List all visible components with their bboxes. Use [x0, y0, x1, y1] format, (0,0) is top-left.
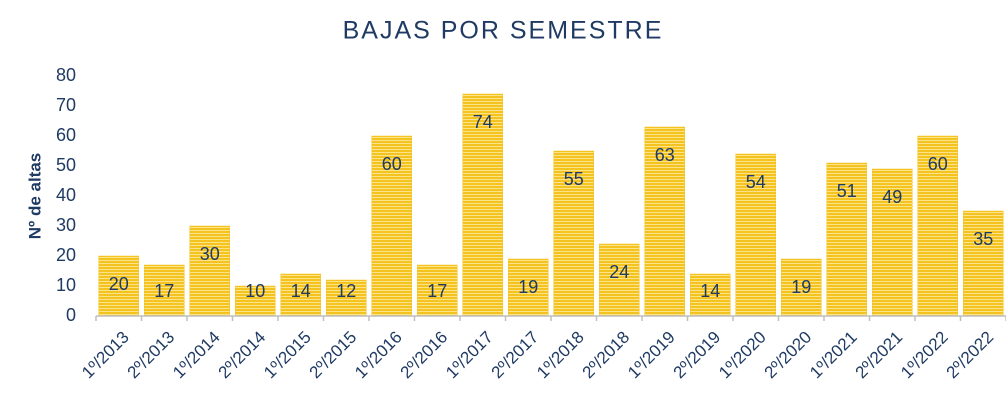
- x-tick-label: 2º/2016: [397, 328, 452, 383]
- x-tick-label: 1º/2020: [715, 328, 770, 383]
- x-tick-label: 2º/2021: [852, 328, 907, 383]
- y-tick-label: 70: [56, 95, 76, 115]
- data-label: 14: [291, 281, 311, 301]
- x-tick-label: 1º/2017: [442, 328, 497, 383]
- bar: [371, 135, 412, 317]
- chart-title: BAJAS POR SEMESTRE: [343, 17, 664, 45]
- y-tick-label: 50: [56, 155, 76, 175]
- data-label: 51: [837, 181, 857, 201]
- bar: [644, 126, 685, 317]
- x-tick-label: 2º/2017: [488, 328, 543, 383]
- x-tick-label: 2º/2014: [215, 328, 270, 383]
- data-label: 55: [564, 169, 584, 189]
- x-tick-label: 2º/2022: [943, 328, 998, 383]
- data-label: 60: [928, 154, 948, 174]
- x-tick-label: 1º/2021: [806, 328, 861, 383]
- x-tick-label: 2º/2013: [124, 328, 179, 383]
- x-tick-label: 1º/2015: [260, 328, 315, 383]
- data-label: 54: [746, 172, 766, 192]
- data-label: 35: [973, 229, 993, 249]
- data-label: 14: [700, 281, 720, 301]
- bar: [235, 285, 276, 317]
- data-label: 19: [791, 277, 811, 297]
- x-tick-label: 2º/2020: [761, 328, 816, 383]
- bar: [144, 264, 185, 317]
- y-tick-label: 60: [56, 125, 76, 145]
- data-label: 20: [109, 274, 129, 294]
- bar: [280, 273, 321, 317]
- x-tick-label: 1º/2019: [624, 328, 679, 383]
- x-tick-label: 2º/2019: [670, 328, 725, 383]
- y-tick-label: 20: [56, 245, 76, 265]
- data-label: 10: [245, 281, 265, 301]
- bar: [553, 150, 594, 317]
- bar: [735, 153, 776, 317]
- bar: [872, 168, 913, 317]
- x-tick-label: 2º/2018: [579, 328, 634, 383]
- bar: [917, 135, 958, 317]
- data-label: 49: [882, 187, 902, 207]
- data-label: 12: [336, 281, 356, 301]
- x-tick-label: 1º/2022: [897, 328, 952, 383]
- x-tick-label: 1º/2013: [78, 328, 133, 383]
- y-tick-label: 40: [56, 185, 76, 205]
- data-label: 17: [154, 281, 174, 301]
- bar: [690, 273, 731, 317]
- x-tick-label: 1º/2018: [533, 328, 588, 383]
- x-tick-label: 2º/2015: [306, 328, 361, 383]
- y-tick-label: 10: [56, 275, 76, 295]
- x-tick-label: 1º/2014: [169, 328, 224, 383]
- bar: [462, 93, 503, 317]
- bar: [189, 225, 230, 317]
- bar: [963, 210, 1004, 317]
- data-label: 74: [473, 112, 493, 132]
- data-label: 19: [518, 277, 538, 297]
- y-axis-label: Nº de altas: [25, 153, 44, 240]
- y-tick-label: 30: [56, 215, 76, 235]
- x-tick-label: 1º/2016: [351, 328, 406, 383]
- data-label: 60: [382, 154, 402, 174]
- bar: [326, 279, 367, 317]
- bar: [826, 162, 867, 317]
- data-label: 24: [609, 262, 629, 282]
- data-label: 63: [655, 145, 675, 165]
- data-label: 17: [427, 281, 447, 301]
- data-label: 30: [200, 244, 220, 264]
- y-tick-label: 80: [56, 65, 76, 85]
- bar: [599, 243, 640, 317]
- bar: [98, 255, 139, 317]
- y-tick-label: 0: [66, 305, 76, 325]
- bar: [781, 258, 822, 317]
